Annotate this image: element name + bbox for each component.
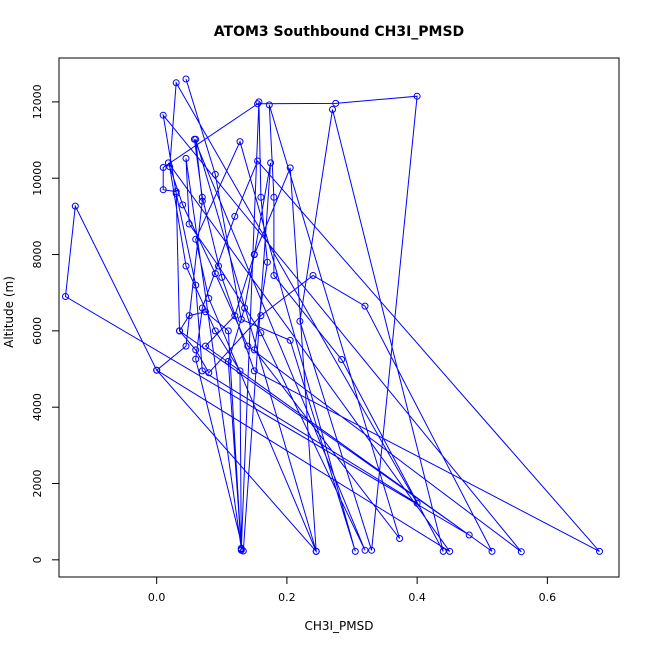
data-point — [338, 356, 346, 363]
data-point — [250, 251, 258, 258]
data-point — [241, 304, 249, 312]
data-point — [231, 212, 239, 220]
data-point — [413, 499, 421, 507]
data-point — [159, 186, 167, 194]
data-point — [368, 546, 376, 554]
data-point — [488, 547, 496, 555]
data-point — [202, 308, 209, 316]
data-point — [218, 273, 226, 281]
data-point — [413, 92, 421, 100]
x-tick-label: 0.2 — [278, 591, 296, 604]
data-point — [192, 281, 200, 289]
y-tick-label: 4000 — [31, 393, 44, 421]
data-point — [396, 535, 404, 542]
data-point — [192, 346, 200, 354]
data-point — [172, 79, 180, 87]
data-point — [164, 159, 172, 167]
data-point — [205, 294, 213, 302]
plot-area — [62, 75, 603, 556]
data-point — [190, 135, 198, 143]
data-point — [361, 546, 369, 554]
data-point — [465, 531, 473, 539]
data-point — [71, 202, 79, 210]
x-tick-label: 0.6 — [539, 591, 557, 604]
data-point — [182, 262, 190, 270]
data-point — [211, 170, 219, 178]
data-point — [176, 327, 183, 335]
data-point — [439, 547, 447, 555]
data-point — [231, 312, 239, 320]
data-point — [267, 159, 275, 167]
data-point — [166, 163, 174, 171]
data-point — [236, 367, 244, 375]
chart-title: ATOM3 Southbound CH3I_PMSD — [214, 24, 464, 40]
data-point — [332, 99, 340, 107]
data-point — [198, 367, 206, 375]
data-point — [179, 201, 187, 209]
data-point — [198, 197, 206, 205]
data-point — [270, 272, 278, 279]
y-tick-label: 0 — [31, 556, 44, 563]
data-point — [182, 75, 190, 83]
data-point — [62, 293, 69, 300]
data-point — [361, 302, 369, 310]
data-point — [263, 258, 271, 266]
data-point — [257, 312, 265, 320]
y-tick-label: 10000 — [31, 161, 44, 196]
data-point — [172, 190, 180, 197]
x-tick-label: 0.4 — [408, 591, 426, 604]
data-point — [270, 193, 278, 201]
data-point — [250, 346, 258, 354]
data-point — [254, 100, 262, 108]
data-point — [237, 546, 245, 554]
series-line — [64, 78, 600, 553]
y-tick-label: 6000 — [31, 317, 44, 345]
data-point — [254, 157, 262, 165]
data-point — [309, 272, 317, 279]
y-tick-label: 2000 — [31, 470, 44, 498]
data-point — [244, 342, 252, 350]
data-point — [185, 220, 193, 228]
data-point — [257, 329, 265, 337]
data-point — [236, 138, 244, 146]
data-point — [211, 327, 219, 335]
data-point — [224, 327, 232, 335]
data-point — [198, 193, 206, 201]
data-point — [286, 164, 294, 172]
data-point — [172, 188, 180, 196]
x-axis: 0.0 0.2 0.4 0.6 — [148, 576, 557, 604]
data-point — [224, 357, 232, 365]
y-tick-label: 12000 — [31, 84, 44, 119]
data-point — [255, 98, 263, 106]
data-point — [265, 101, 273, 109]
data-point — [153, 366, 161, 374]
y-axis-label: Altitude (m) — [2, 276, 16, 348]
data-point — [286, 336, 294, 344]
data-point — [215, 262, 222, 270]
data-point — [185, 312, 193, 320]
data-point — [237, 315, 245, 323]
y-axis: 0 2000 4000 6000 8000 10000 12000 — [31, 84, 60, 563]
data-point — [329, 106, 336, 113]
data-point — [205, 369, 213, 377]
data-point — [182, 154, 190, 162]
data-point — [351, 547, 359, 555]
data-point — [596, 547, 603, 555]
data-point — [159, 164, 167, 171]
x-tick-label: 0.0 — [148, 591, 166, 604]
data-point — [159, 111, 167, 119]
data-point — [296, 317, 304, 325]
data-point — [517, 548, 525, 556]
data-point — [211, 270, 219, 278]
x-axis-label: CH3I_PMSD — [304, 619, 373, 633]
data-point — [192, 355, 200, 363]
data-point — [312, 547, 320, 555]
data-point — [250, 367, 258, 375]
y-tick-label: 8000 — [31, 241, 44, 269]
data-point — [202, 342, 209, 350]
data-point — [182, 342, 190, 350]
data-point — [192, 235, 200, 243]
data-point — [257, 193, 265, 201]
